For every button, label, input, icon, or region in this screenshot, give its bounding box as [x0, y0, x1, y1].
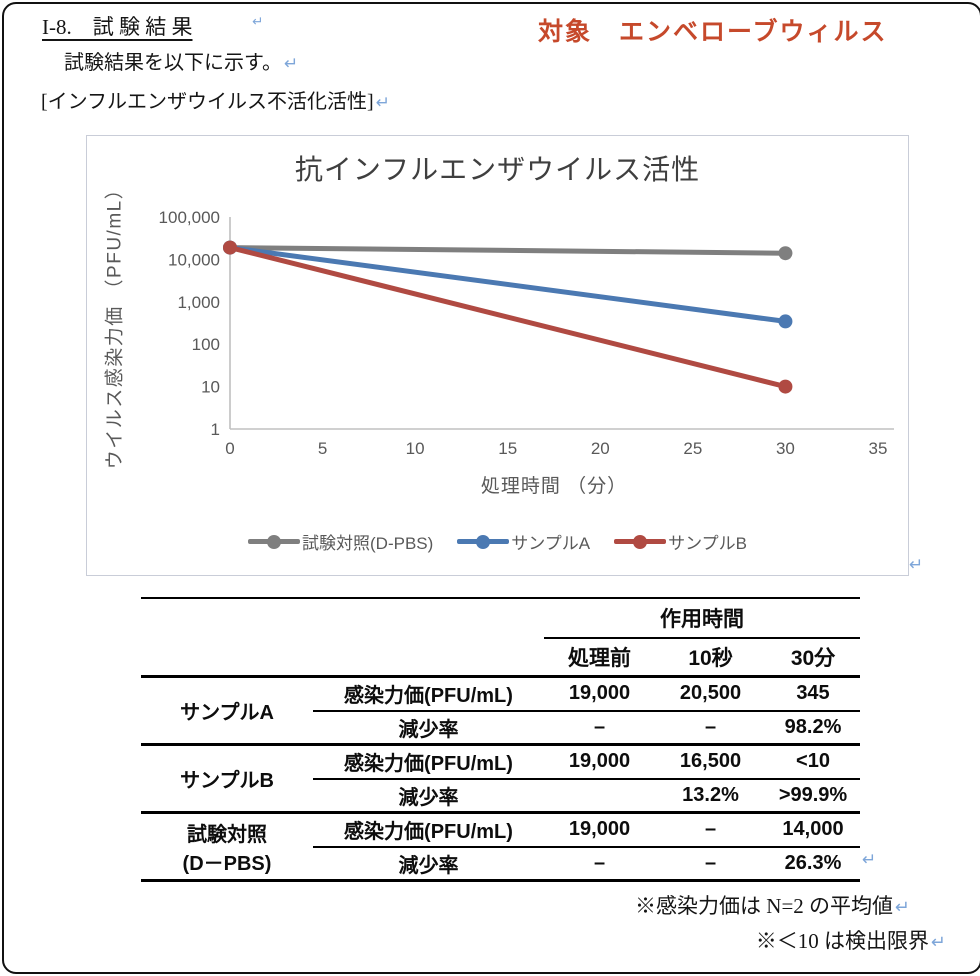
return-mark-icon: ↵ — [375, 93, 390, 113]
metric-label: 減少率 — [398, 718, 459, 741]
footnote-detection-limit-text: ※＜10 は検出限界 — [755, 929, 930, 953]
table-cell: 19,000 — [544, 676, 655, 712]
group-label-line1: サンプルB — [180, 770, 274, 792]
group-label-line2: (D－PBS) — [182, 852, 272, 875]
footnote-average: ※感染力価は N=2 の平均値 ↵ — [635, 890, 910, 920]
metric-label: 減少率 — [398, 786, 459, 809]
legend-item-sample-a: サンプルA — [457, 529, 590, 554]
x-axis-title: 処理時間 （分） — [480, 476, 628, 497]
table-cell: 13.2% — [682, 783, 739, 806]
table-cell: 26.3% — [784, 851, 842, 874]
group-label-line1: 試験対照 — [187, 823, 267, 846]
table-row: 減少率 – – 98.2% — [141, 711, 860, 745]
table-group-sample-a: サンプルA 感染力価(PFU/mL) 19,000 20,500 345 減少率… — [141, 676, 861, 745]
header-30min: 30分 — [766, 638, 861, 678]
svg-text:20: 20 — [591, 439, 610, 458]
legend-label-control: 試験対照(D-PBS) — [302, 534, 434, 553]
chart-container: 抗インフルエンザウイルス活性 100,000 10,000 1,000 100 10 1 0… — [86, 135, 909, 576]
svg-text:100: 100 — [192, 335, 220, 354]
table-row: 減少率 13.2% >99.9% — [141, 779, 860, 813]
svg-text:15: 15 — [498, 439, 517, 458]
table-group-sample-b: サンプルB 感染力価(PFU/mL) 19,000 16,500 <10 減少率… — [141, 744, 861, 813]
svg-text:1: 1 — [211, 420, 220, 439]
header-10sec: 10秒 — [655, 638, 766, 678]
chart-plot: 100,000 10,000 1,000 100 10 10 5 10 15 20 25 30 35 — [159, 208, 894, 458]
metric-label: 減少率 — [398, 854, 459, 877]
table-cell: 16,500 — [655, 744, 766, 780]
intro-line: 試験結果を以下に示す。 ↵ — [64, 46, 298, 75]
return-mark-icon: ↵ — [284, 54, 299, 74]
table-cell: 20,500 — [655, 676, 766, 712]
assay-name-line: [インフルエンザウイルス不活化活性] ↵ — [41, 85, 390, 114]
table-row: 減少率 – – 26.3% — [141, 847, 860, 881]
svg-text:10: 10 — [406, 439, 425, 458]
assay-name-text: [インフルエンザウイルス不活化活性] — [41, 91, 374, 113]
legend-label-sample-a: サンプルA — [511, 534, 591, 553]
row-group-label: サンプルB — [141, 745, 313, 813]
group-label-line1: サンプルA — [180, 702, 274, 724]
table-row: サンプルA 感染力価(PFU/mL) 19,000 20,500 345 — [141, 676, 861, 724]
target-virus-label: 対象 エンベローブウィルス — [538, 18, 888, 46]
header-spacer — [141, 638, 544, 678]
table-cell: 98.2% — [784, 715, 842, 738]
return-mark-icon: ↵ — [895, 897, 910, 918]
svg-text:10,000: 10,000 — [168, 250, 220, 269]
table-cell: 345 — [766, 676, 861, 712]
table-cell: – — [704, 851, 717, 874]
legend-marker-sample-a-icon — [457, 534, 510, 549]
table-header: 作用時間 処理前 10秒 30分 — [141, 597, 861, 678]
table-cell: – — [655, 812, 766, 848]
table-row: サンプルB 感染力価(PFU/mL) 19,000 16,500 <10 — [141, 744, 861, 792]
header-pre-treatment: 処理前 — [544, 638, 655, 678]
footnote-detection-limit: ※＜10 は検出限界 ↵ — [756, 925, 946, 955]
svg-text:35: 35 — [869, 439, 888, 458]
return-mark-icon: ↵ — [862, 850, 877, 870]
table-cell: <10 — [766, 744, 861, 780]
chart-title: 抗インフルエンザウイルス活性 — [294, 154, 701, 185]
row-group-label: サンプルA — [141, 677, 313, 745]
table-cell — [544, 779, 655, 813]
footnote-average-text: ※感染力価は N=2 の平均値 — [635, 894, 894, 918]
return-mark-icon: ↵ — [909, 555, 924, 575]
header-spacer — [141, 597, 544, 638]
legend-item-sample-b: サンプルB — [614, 529, 747, 554]
table-cell: 19,000 — [544, 744, 655, 780]
section-title: I-8. 試 験 結 果 — [42, 11, 193, 41]
table-cell: >99.9% — [778, 783, 848, 806]
table-cell: 19,000 — [544, 812, 655, 848]
svg-text:100,000: 100,000 — [159, 208, 220, 227]
header-group-exposure-time: 作用時間 — [544, 597, 861, 639]
legend-item-control: 試験対照(D-PBS) — [248, 529, 433, 554]
svg-text:25: 25 — [683, 439, 702, 458]
return-mark-icon: ↵ — [931, 932, 946, 953]
legend-marker-sample-b-icon — [614, 534, 667, 549]
intro-line-text: 試験結果を以下に示す。 — [64, 52, 282, 74]
chart-legend: 試験対照(D-PBS) サンプルA サンプルB — [87, 529, 908, 554]
metric-label: 感染力価(PFU/mL) — [313, 744, 544, 780]
svg-text:5: 5 — [318, 439, 327, 458]
legend-label-sample-b: サンプルB — [668, 534, 747, 553]
table-cell: 14,000 — [766, 812, 861, 848]
table-row: 試験対照 (D－PBS) 感染力価(PFU/mL) 19,000 – 14,00… — [141, 812, 861, 875]
y-axis-title: ウイルス感染力価 （PFU/mL） — [104, 178, 126, 470]
section-title-text: I-8. 試 験 結 果 — [42, 15, 193, 39]
table-cell: – — [593, 851, 606, 874]
table-cell: – — [704, 715, 717, 738]
table-cell: – — [593, 715, 606, 738]
row-group-label: 試験対照 (D－PBS) — [141, 813, 313, 881]
legend-marker-control-icon — [248, 534, 301, 549]
metric-label: 感染力価(PFU/mL) — [313, 676, 544, 712]
return-mark-icon: ↵ — [252, 14, 264, 30]
results-table: 作用時間 処理前 10秒 30分 サンプルA 感染力価(PFU/mL) 19,0… — [141, 597, 861, 882]
svg-text:30: 30 — [776, 439, 795, 458]
svg-text:0: 0 — [225, 439, 234, 458]
svg-text:10: 10 — [201, 378, 220, 397]
metric-label: 感染力価(PFU/mL) — [313, 812, 544, 848]
svg-text:1,000: 1,000 — [177, 293, 220, 312]
table-group-control: 試験対照 (D－PBS) 感染力価(PFU/mL) 19,000 – 14,00… — [141, 812, 861, 881]
